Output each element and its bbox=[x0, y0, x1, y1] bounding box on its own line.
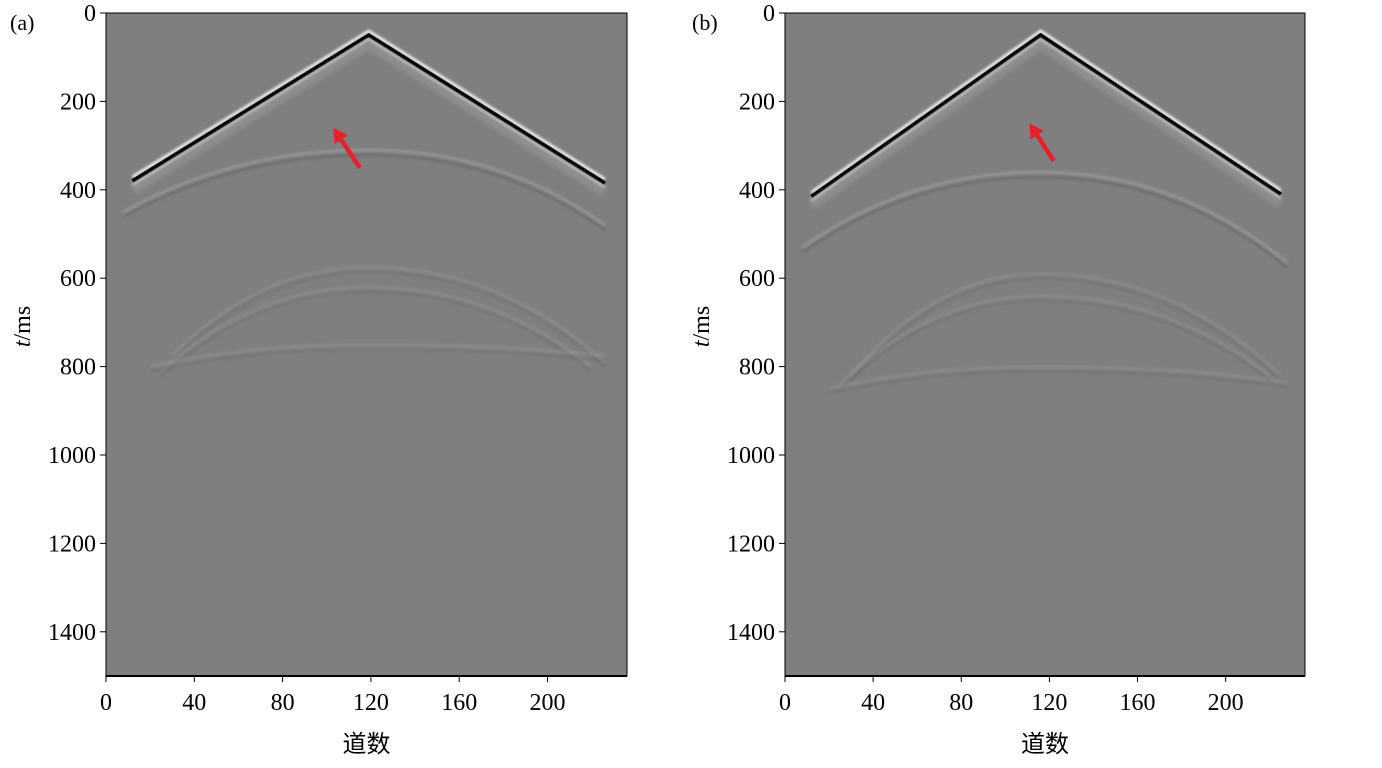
x-axis-title: 道数 bbox=[1021, 731, 1069, 758]
reflection-event-bright bbox=[801, 170, 1289, 264]
direct-wave-trailing-lobe bbox=[132, 38, 606, 188]
y-tick-label: 1200 bbox=[727, 531, 775, 557]
annotation-arrow bbox=[1029, 123, 1056, 163]
y-tick-label: 400 bbox=[60, 178, 96, 204]
x-axis-title: 道数 bbox=[343, 731, 391, 758]
reflection-event-bright bbox=[160, 285, 593, 373]
reflection-event-dark bbox=[171, 270, 606, 369]
y-axis-title-symbol: t bbox=[689, 339, 715, 347]
y-tick-label: 1000 bbox=[727, 443, 775, 469]
x-tick-label: 40 bbox=[861, 690, 885, 716]
y-tick-label: 1400 bbox=[48, 620, 96, 646]
seismic-section bbox=[801, 29, 1289, 395]
y-tick-label: 1400 bbox=[727, 620, 775, 646]
reflection-event-dark bbox=[850, 277, 1282, 382]
x-tick-label: 80 bbox=[271, 690, 295, 716]
direct-wave-black-lobe bbox=[131, 32, 606, 185]
direct-wave-trailing-lobe bbox=[810, 38, 1282, 202]
x-tick-label: 120 bbox=[353, 690, 389, 716]
y-axis-title-unit: /ms bbox=[10, 306, 36, 341]
reflection-event-bright bbox=[849, 272, 1282, 377]
y-axis-title-unit: /ms bbox=[689, 306, 715, 341]
y-tick-label: 0 bbox=[763, 1, 775, 27]
reflection-event-dark bbox=[123, 153, 606, 232]
reflection-event-bright bbox=[171, 265, 606, 364]
reflection-event-bright bbox=[149, 342, 606, 369]
y-tick-label: 1200 bbox=[48, 531, 96, 557]
direct-wave-white-lobe bbox=[810, 29, 1282, 194]
panel-label: (a) bbox=[10, 10, 34, 35]
direct-wave-white-lobe bbox=[131, 29, 606, 181]
x-tick-label: 0 bbox=[100, 690, 112, 716]
reflection-event-dark bbox=[160, 290, 593, 377]
y-tick-label: 800 bbox=[60, 355, 96, 381]
x-tick-label: 120 bbox=[1031, 690, 1067, 716]
y-tick-label: 400 bbox=[739, 178, 775, 204]
direct-wave-halo bbox=[808, 38, 1284, 210]
reflection-event-bright bbox=[828, 365, 1288, 391]
direct-wave-black-lobe bbox=[810, 32, 1282, 198]
x-tick-label: 160 bbox=[1120, 690, 1156, 716]
y-tick-label: 1000 bbox=[48, 443, 96, 469]
plot-background bbox=[785, 13, 1305, 676]
annotation-arrow bbox=[333, 127, 362, 169]
y-tick-label: 0 bbox=[84, 1, 96, 27]
y-axis-title: t/ms bbox=[689, 306, 715, 347]
x-tick-label: 40 bbox=[182, 690, 206, 716]
direct-wave-halo bbox=[129, 38, 608, 197]
y-tick-label: 600 bbox=[60, 266, 96, 292]
arrow-shaft bbox=[339, 138, 362, 169]
reflection-event-bright bbox=[122, 148, 606, 227]
panel-0: (a) 0 200 400 600 800 1000 1200 1400 0 40 80 120 160 2… bbox=[10, 1, 628, 758]
arrow-shaft bbox=[1035, 134, 1056, 163]
reflection-event-bright bbox=[839, 294, 1271, 386]
panel-1: (b) 0 200 400 600 800 1000 1200 1400 0 40 80 120 160 2… bbox=[689, 1, 1306, 758]
x-tick-label: 160 bbox=[441, 690, 477, 716]
x-tick-label: 0 bbox=[779, 690, 791, 716]
x-tick-label: 200 bbox=[530, 690, 566, 716]
y-tick-label: 200 bbox=[739, 89, 775, 115]
x-tick-label: 80 bbox=[949, 690, 973, 716]
panel-label: (b) bbox=[692, 10, 718, 35]
y-axis-title: t/ms bbox=[10, 306, 36, 347]
y-tick-label: 600 bbox=[739, 266, 775, 292]
arrow-head bbox=[1029, 123, 1044, 140]
y-tick-label: 800 bbox=[739, 355, 775, 381]
seismic-section bbox=[122, 29, 608, 377]
arrow-head bbox=[333, 127, 348, 145]
reflection-event-dark bbox=[149, 348, 606, 373]
y-axis-title-symbol: t bbox=[10, 339, 36, 347]
reflection-event-dark bbox=[839, 299, 1271, 391]
y-tick-label: 200 bbox=[60, 89, 96, 115]
reflection-event-dark bbox=[801, 175, 1289, 269]
reflection-event-dark bbox=[828, 370, 1288, 395]
x-tick-label: 200 bbox=[1208, 690, 1244, 716]
